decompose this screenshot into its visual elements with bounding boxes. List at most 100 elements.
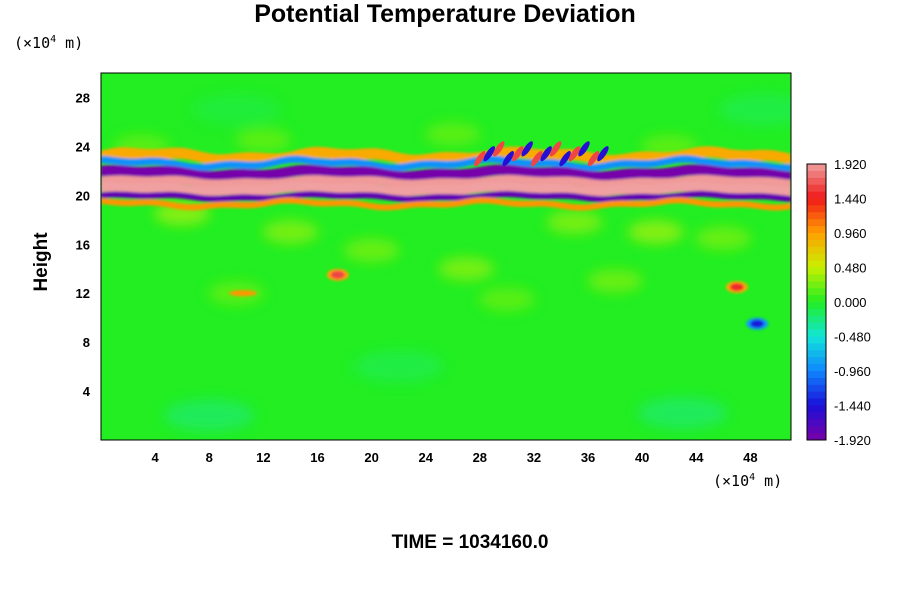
- colorbar-tick-label: 0.000: [834, 295, 867, 310]
- x-tick-label: 28: [473, 450, 487, 465]
- colorbar-segment: [807, 308, 826, 317]
- turbulence-cell: [587, 151, 600, 167]
- y-tick-label: 16: [76, 237, 90, 252]
- anomaly-blob: [718, 93, 791, 126]
- colorbar-tick-label: 1.920: [834, 157, 867, 172]
- anomaly-blob: [353, 350, 444, 383]
- turbulence-cell: [540, 146, 552, 162]
- colorbar-segment: [807, 302, 826, 310]
- band-layer: [101, 181, 791, 197]
- colorbar-segment: [807, 281, 826, 289]
- colorbar-segment: [807, 391, 826, 400]
- colorbar-segment: [807, 377, 826, 386]
- colorbar-segment: [807, 364, 826, 372]
- soft-anomaly-group: [113, 93, 791, 432]
- colorbar-segment: [807, 357, 826, 365]
- turbulence-cell: [597, 146, 609, 162]
- anomaly-blob: [637, 397, 728, 430]
- x-tick-label: 20: [364, 450, 378, 465]
- features-group: [229, 268, 769, 330]
- colorbar-segment: [807, 295, 826, 303]
- y-tick-label: 4: [83, 384, 91, 399]
- colorbar-segment: [807, 239, 826, 248]
- turbulence-cell: [521, 141, 533, 157]
- anomaly-blob: [164, 399, 255, 432]
- time-label: TIME = 1034160.0: [391, 532, 549, 553]
- colorbar-tick-label: -1.920: [834, 433, 871, 448]
- colorbar-segment: [807, 412, 826, 420]
- turbulence-cell: [559, 151, 571, 167]
- anomaly-blob: [424, 122, 481, 147]
- colorbar-segment: [807, 260, 826, 268]
- anomaly-blob: [343, 238, 400, 263]
- upper-band-group: [101, 146, 791, 211]
- feature-core: [729, 283, 744, 292]
- colorbar-tick-label: 0.480: [834, 261, 867, 276]
- colorbar-tick-label: -0.480: [834, 330, 871, 345]
- x-tick-label: 4: [152, 450, 160, 465]
- y-tick-label: 20: [76, 188, 90, 203]
- turbulence-cell: [493, 141, 505, 157]
- colorbar-segment: [807, 288, 826, 296]
- band-layer: [101, 155, 791, 172]
- colorbar-segment: [807, 274, 826, 282]
- y-tick-label: 12: [76, 286, 90, 301]
- colorbar-segment: [807, 433, 826, 441]
- x-tick-label: 24: [418, 450, 433, 465]
- colorbar-segment: [807, 419, 826, 427]
- anomaly-blob: [235, 128, 292, 153]
- colorbar-segment: [807, 322, 826, 331]
- turbulence-cell: [502, 151, 514, 167]
- colorbar-segment: [807, 315, 826, 324]
- colorbar-segment: [807, 336, 826, 344]
- x-tick-label: 8: [206, 450, 213, 465]
- x-axis-unit: (×104 m): [713, 472, 783, 490]
- heatmap-plot-area: [101, 73, 791, 440]
- band-layer: [101, 164, 791, 183]
- colorbar-segment: [807, 184, 826, 193]
- turbulence-cell: [530, 151, 543, 167]
- plot-frame: [100, 72, 792, 441]
- colorbar-frame: [806, 163, 827, 441]
- anomaly-blob: [478, 287, 535, 312]
- turbulence-cell: [578, 141, 590, 157]
- y-tick-label: 8: [83, 335, 90, 350]
- colorbar-segment: [807, 384, 826, 393]
- anomaly-blob: [191, 93, 282, 126]
- y-tick-label: 28: [76, 90, 90, 105]
- x-tick-label: 16: [310, 450, 324, 465]
- x-tick-label: 36: [581, 450, 595, 465]
- y-axis-ticks: 4 8 12 16 20 24 28: [76, 90, 91, 399]
- colorbar-segment: [807, 212, 826, 220]
- colorbar-segment: [807, 205, 826, 213]
- x-tick-label: 48: [743, 450, 757, 465]
- colorbar-segment: [807, 233, 826, 241]
- y-axis-unit: (×104 m): [14, 34, 84, 52]
- feature-core: [229, 290, 258, 297]
- feature-core: [750, 319, 765, 328]
- colorbar-segment: [807, 177, 826, 186]
- anomaly-blob: [262, 220, 319, 245]
- anomaly-blob: [627, 220, 684, 245]
- colorbar-segment: [807, 226, 826, 234]
- colorbar-segment: [807, 219, 826, 227]
- colorbar-tick-label: 0.960: [834, 226, 867, 241]
- colorbar-segment: [807, 198, 826, 206]
- x-axis-ticks: 4 8 12 16 20 24 28 32 36 40 44 48: [152, 450, 758, 465]
- colorbar-tick-label: 1.440: [834, 192, 867, 207]
- colorbar-tick-label: -1.440: [834, 399, 871, 414]
- colorbar: 1.920 1.440 0.960 0.480 0.000 -0.480 -0.960 -1.…: [806, 157, 871, 448]
- colorbar-segment: [807, 191, 826, 199]
- feature-core: [330, 270, 345, 279]
- anomaly-blob: [695, 226, 752, 251]
- x-tick-label: 12: [256, 450, 270, 465]
- x-tick-label: 32: [527, 450, 541, 465]
- colorbar-segment: [807, 253, 826, 262]
- turbulence-cell: [483, 146, 496, 162]
- turbulence-cell: [568, 146, 581, 162]
- colorbar-segment: [807, 405, 826, 413]
- colorbar-segment: [807, 343, 826, 351]
- y-tick-label: 24: [76, 139, 91, 154]
- x-tick-label: 40: [635, 450, 649, 465]
